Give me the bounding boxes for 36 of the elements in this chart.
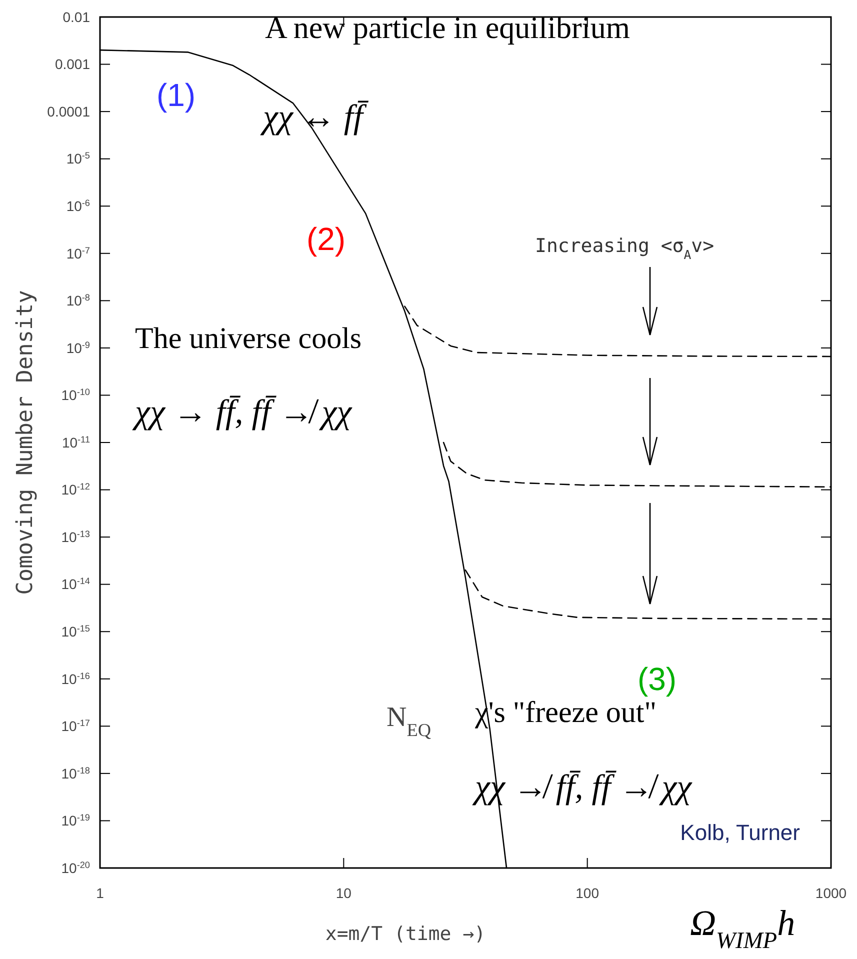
y-axis-title: Comoving Number Density: [13, 290, 38, 595]
annotation: (2): [306, 221, 346, 257]
x-tick-label: 1000: [815, 885, 847, 901]
y-tick-label: 10$^{-7}$: [66, 245, 90, 262]
x-tick-label: 10: [336, 885, 352, 901]
y-tick-label: 10$^{-12}$: [61, 482, 90, 498]
y-tick-label: 0.01: [62, 8, 90, 25]
y-tick-label: 10$^{-6}$: [66, 198, 90, 214]
y-tick-label: 10$^{-20}$: [61, 860, 90, 876]
y-tick-label: 10$^{-10}$: [61, 387, 90, 404]
y-tick-label: 10$^{-19}$: [61, 812, 90, 829]
y-tick-label: 0.0001: [47, 103, 90, 120]
y-tick-label: 10$^{-5}$: [66, 150, 90, 167]
annotation: (3): [637, 661, 677, 697]
y-tick-label: 10$^{-9}$: [66, 340, 90, 356]
annotation: The universe cools: [135, 322, 362, 355]
y-tick-label: 10$^{-13}$: [61, 528, 90, 545]
y-tick-label: 10$^{-16}$: [61, 670, 90, 687]
y-tick-label: 10$^{-17}$: [61, 718, 90, 734]
annotation: Increasing <σ$_{A}$v>: [535, 235, 714, 262]
text: Ω$_{WIMP}$h: [690, 903, 796, 954]
annotation: Kolb, Turner: [680, 820, 800, 845]
x-axis-title: x=m/T (time →): [325, 923, 486, 945]
annotation: (1): [156, 77, 196, 113]
annotation: χχ → ff̄, ff̄ ↛ χχ: [132, 394, 353, 431]
annotation: χχ ↔ ff̄: [260, 99, 370, 136]
y-tick-label: 10$^{-18}$: [61, 765, 90, 782]
y-tick-label: 10$^{-11}$: [62, 434, 90, 450]
series-label: N$_{EQ}$: [386, 702, 432, 740]
y-tick-label: 10$^{-8}$: [66, 292, 90, 309]
x-tick-label: 1: [96, 885, 104, 901]
y-tick-label: 10$^{-15}$: [61, 624, 90, 640]
annotation: A new particle in equilibrium: [265, 10, 630, 45]
y-tick-label: 0.001: [54, 56, 90, 72]
x-tick-label: 100: [576, 885, 600, 901]
y-tick-label: 10$^{-14}$: [61, 576, 90, 592]
